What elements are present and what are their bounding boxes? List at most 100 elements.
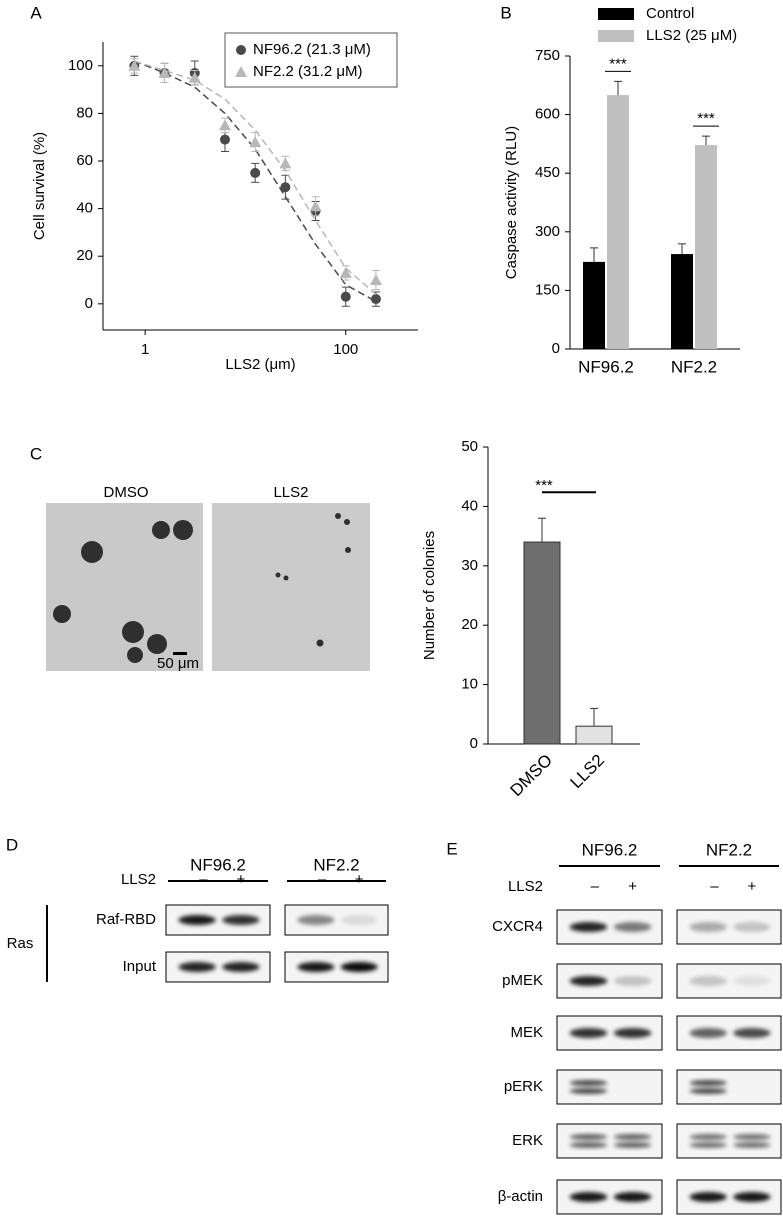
blot-band — [613, 976, 652, 986]
point — [309, 200, 322, 212]
row-label: pERK — [504, 1078, 543, 1095]
micrograph-label: LLS2 — [273, 484, 308, 501]
scale-bar — [173, 652, 187, 655]
blot-band — [689, 1088, 727, 1094]
error-bar — [678, 243, 686, 255]
y-axis-label: Caspase activity (RLU) — [503, 126, 520, 279]
fit-line — [134, 60, 377, 303]
panel-letter: A — [30, 3, 42, 22]
error-bar — [614, 80, 622, 96]
blot-band — [689, 1028, 727, 1038]
legend-swatch — [598, 30, 634, 42]
blot-band — [689, 976, 727, 986]
blot-band — [733, 922, 771, 932]
legend-label: LLS2 (25 μM) — [646, 27, 737, 44]
y-tick-label: 40 — [461, 497, 478, 514]
blot-band — [178, 962, 216, 972]
x-tick-label: LLS2 — [566, 751, 608, 793]
point — [219, 134, 230, 145]
legend-label: Control — [646, 5, 694, 22]
x-tick-label: NF96.2 — [578, 357, 634, 376]
point — [279, 157, 292, 169]
point — [280, 182, 291, 193]
bar — [575, 725, 613, 745]
treatment-sign: + — [355, 871, 364, 888]
treatment-label: LLS2 — [121, 871, 156, 888]
row-label: Input — [123, 958, 157, 975]
legend-label: NF96.2 (21.3 μM) — [253, 41, 371, 58]
annotation: *** — [609, 55, 627, 72]
blot-band — [569, 1142, 608, 1148]
blot-box — [676, 1123, 782, 1159]
y-tick-label: 20 — [76, 247, 93, 264]
panel-letter: E — [446, 839, 457, 858]
point — [158, 66, 171, 78]
group-label: NF2.2 — [313, 855, 359, 874]
blot-band — [613, 1134, 652, 1140]
row-label: pMEK — [502, 972, 543, 989]
point — [128, 59, 141, 71]
blot-band — [689, 1134, 727, 1140]
blot-band — [569, 1080, 608, 1086]
fit-line — [134, 60, 377, 295]
blot-band — [733, 1134, 771, 1140]
blot-band — [569, 922, 608, 932]
blot-band — [569, 976, 608, 986]
y-tick-label: 0 — [552, 340, 560, 357]
panel-letter: C — [30, 444, 42, 463]
blot-band — [340, 962, 378, 972]
annotation: *** — [697, 110, 715, 127]
bar — [671, 254, 693, 349]
treatment-sign: – — [318, 871, 327, 888]
blot-band — [689, 1142, 727, 1148]
blot-box — [556, 1069, 663, 1105]
blot-band — [733, 1192, 771, 1202]
point — [250, 167, 261, 178]
blot-band — [569, 1088, 608, 1094]
y-tick-label: 150 — [535, 281, 560, 298]
point — [370, 294, 381, 305]
y-axis-label: Cell survival (%) — [31, 132, 48, 240]
panel-letter: B — [500, 3, 511, 22]
bar — [583, 261, 605, 349]
treatment-sign: + — [628, 878, 637, 895]
bar — [523, 541, 561, 745]
treatment-label: LLS2 — [508, 878, 543, 895]
group-label: NF2.2 — [706, 840, 752, 859]
blot-band — [733, 1142, 771, 1148]
y-tick-label: 450 — [535, 164, 560, 181]
y-tick-label: 50 — [461, 438, 478, 455]
blot-band — [222, 915, 260, 925]
y-tick-label: 40 — [76, 200, 93, 217]
blot-band — [613, 922, 652, 932]
blot-band — [569, 1192, 608, 1202]
legend-marker — [235, 66, 247, 77]
blot-band — [297, 962, 335, 972]
legend-box — [224, 32, 398, 88]
row-label: β-actin — [498, 1188, 543, 1205]
blot-band — [689, 1080, 727, 1086]
error-bar — [702, 135, 710, 146]
blot-band — [569, 1134, 608, 1140]
x-tick-label: 100 — [333, 341, 358, 358]
y-tick-label: 100 — [68, 57, 93, 74]
blot-band — [613, 1028, 652, 1038]
row-label: ERK — [512, 1132, 543, 1149]
y-tick-label: 30 — [461, 557, 478, 574]
y-tick-label: 0 — [470, 735, 478, 752]
treatment-sign: – — [710, 878, 719, 895]
blot-band — [178, 915, 216, 925]
blot-band — [222, 962, 260, 972]
annotation: *** — [535, 477, 553, 494]
point — [340, 291, 351, 302]
y-tick-label: 80 — [76, 104, 93, 121]
group-label: NF96.2 — [582, 840, 638, 859]
point — [339, 266, 352, 278]
y-axis-label: Number of colonies — [421, 531, 438, 660]
blot-band — [689, 1192, 727, 1202]
row-label: MEK — [510, 1024, 543, 1041]
micrograph-label: DMSO — [104, 484, 149, 501]
micrograph — [212, 503, 370, 671]
treatment-sign: + — [236, 871, 245, 888]
